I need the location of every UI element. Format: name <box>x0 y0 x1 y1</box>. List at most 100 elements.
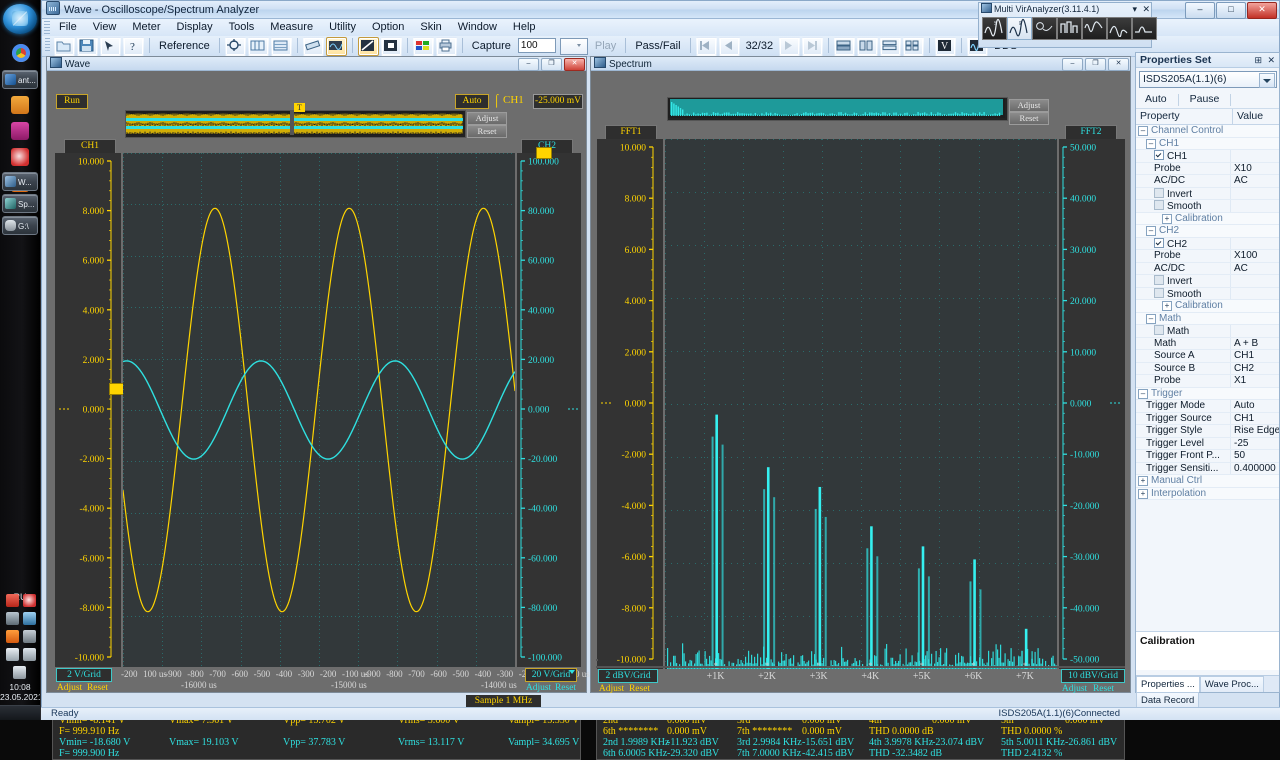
properties-close-icon[interactable]: ✕ <box>1267 53 1275 68</box>
checkbox[interactable] <box>1154 275 1164 285</box>
taskbar-item-drive[interactable]: G:\ <box>2 216 38 235</box>
property-value[interactable]: AC <box>1231 175 1279 187</box>
id-magenta-icon[interactable] <box>11 122 29 140</box>
menu-window[interactable]: Window <box>450 19 505 36</box>
spectrum-reset-button[interactable]: Reset <box>1009 112 1049 125</box>
property-value[interactable]: -25 <box>1231 438 1279 450</box>
auto-button[interactable]: Auto <box>1136 91 1176 108</box>
ch1-scale-value[interactable]: 2 V/Grid <box>56 668 112 682</box>
checkbox[interactable] <box>1154 188 1164 198</box>
ch1-reset-button[interactable]: Reset <box>85 682 110 694</box>
tree-toggle-icon[interactable]: + <box>1138 489 1148 499</box>
fft1-header[interactable]: FFT1 <box>605 125 657 140</box>
property-value[interactable] <box>1231 288 1279 300</box>
property-row[interactable]: AC/DC AC <box>1136 263 1279 276</box>
property-value[interactable] <box>1230 300 1279 312</box>
tray-net-icon[interactable] <box>6 612 19 625</box>
trigger-icon[interactable] <box>225 37 246 56</box>
tray-flag-icon[interactable] <box>6 648 19 661</box>
print-icon[interactable] <box>436 37 457 56</box>
property-value[interactable]: X100 <box>1231 250 1279 262</box>
trigger-level-value[interactable]: -25.000 mV <box>533 94 583 109</box>
layout-grid-icon[interactable] <box>903 37 924 56</box>
wave-icon[interactable] <box>1082 17 1107 40</box>
checkbox[interactable] <box>1154 238 1164 248</box>
property-value[interactable] <box>1230 313 1279 325</box>
spectrum-s-icon[interactable]: S <box>982 17 1007 40</box>
start-button[interactable] <box>3 4 37 34</box>
fft1-adjust-button[interactable]: Adjust <box>598 683 625 695</box>
open-file-icon[interactable] <box>54 37 75 56</box>
device-selector[interactable]: ISDS205A(1.1)(6) <box>1139 71 1277 88</box>
property-value[interactable] <box>1230 138 1279 150</box>
folder-orange-icon[interactable] <box>11 96 29 114</box>
menu-view[interactable]: View <box>85 19 125 36</box>
property-value[interactable]: AC <box>1231 263 1279 275</box>
wave-panel-titlebar[interactable]: Wave – ❐ ✕ <box>47 57 586 71</box>
auto-button[interactable]: Auto <box>455 94 489 109</box>
fft2-header[interactable]: FFT2 <box>1065 125 1117 140</box>
spectrum-maximize-button[interactable]: ❐ <box>1085 58 1106 71</box>
passfail-label[interactable]: Pass/Fail <box>630 36 685 56</box>
fft2-reset-button[interactable]: Reset <box>1091 683 1116 695</box>
property-row[interactable]: – Trigger <box>1136 388 1279 401</box>
tree-toggle-icon[interactable]: – <box>1146 226 1156 236</box>
ch2-scale-dropdown-icon[interactable] <box>569 670 575 674</box>
property-value[interactable]: 0.400000 <box>1231 463 1279 475</box>
menu-measure[interactable]: Measure <box>262 19 321 36</box>
taskbar-item-ant[interactable]: ant... <box>2 70 38 89</box>
property-row[interactable]: Trigger Sensiti... 0.400000 <box>1136 463 1279 476</box>
property-row[interactable]: CH1 <box>1136 150 1279 163</box>
menu-utility[interactable]: Utility <box>321 19 364 36</box>
fft1-scale-value[interactable]: 2 dBV/Grid <box>598 669 658 683</box>
tree-toggle-icon[interactable]: – <box>1138 126 1148 136</box>
property-row[interactable]: – Channel Control <box>1136 125 1279 138</box>
fft2-adjust-button[interactable]: Adjust <box>1061 683 1088 695</box>
tray-volume-icon[interactable] <box>13 666 26 679</box>
line-style-icon[interactable] <box>358 37 379 56</box>
wave-overview-strip[interactable] <box>125 110 466 138</box>
property-value[interactable]: 50 <box>1231 450 1279 462</box>
checkbox[interactable] <box>1154 150 1164 160</box>
property-row[interactable]: Smooth <box>1136 288 1279 301</box>
property-row[interactable]: Probe X10 <box>1136 163 1279 176</box>
c-red-icon[interactable] <box>11 148 29 166</box>
property-row[interactable]: Trigger Mode Auto <box>1136 400 1279 413</box>
ch2-reset-button[interactable]: Reset <box>553 682 578 694</box>
help-icon[interactable]: ? <box>123 37 144 56</box>
last-frame-icon[interactable] <box>802 37 823 56</box>
property-value[interactable] <box>1231 188 1279 200</box>
checkbox[interactable] <box>1154 325 1164 335</box>
property-row[interactable]: Math <box>1136 325 1279 338</box>
property-row[interactable]: – CH2 <box>1136 225 1279 238</box>
persistence-icon[interactable] <box>326 37 347 56</box>
property-value[interactable] <box>1231 325 1279 337</box>
close-button[interactable]: ✕ <box>1247 2 1277 19</box>
property-row[interactable]: + Calibration <box>1136 213 1279 226</box>
property-value[interactable]: A + B <box>1231 338 1279 350</box>
property-value[interactable] <box>1230 488 1279 500</box>
property-row[interactable]: Probe X100 <box>1136 250 1279 263</box>
save-icon[interactable] <box>77 37 98 56</box>
noise-icon[interactable] <box>1107 17 1132 40</box>
capture-dropdown[interactable] <box>560 38 588 55</box>
taskbar-clock[interactable]: 10:08 23.05.2021 <box>0 682 40 702</box>
tree-toggle-icon[interactable]: – <box>1138 389 1148 399</box>
run-button[interactable]: Run <box>56 94 88 109</box>
spectrum-p-icon[interactable]: P <box>1007 17 1032 40</box>
property-row[interactable]: Trigger Source CH1 <box>1136 413 1279 426</box>
columns-icon[interactable] <box>248 37 269 56</box>
checkbox[interactable] <box>1154 288 1164 298</box>
property-value[interactable] <box>1230 388 1279 400</box>
mva-dropdown-icon[interactable]: ▾ <box>1132 3 1137 15</box>
property-row[interactable]: Trigger Front P... 50 <box>1136 450 1279 463</box>
ch1-adjust-button[interactable]: Adjust <box>56 682 83 694</box>
pointer-icon[interactable] <box>100 37 121 56</box>
mva-close-icon[interactable]: ✕ <box>1142 3 1150 15</box>
layout-rows-icon[interactable] <box>880 37 901 56</box>
property-row[interactable]: Math A + B <box>1136 338 1279 351</box>
chrome-icon[interactable] <box>12 44 30 62</box>
property-row[interactable]: Probe X1 <box>1136 375 1279 388</box>
tree-toggle-icon[interactable]: + <box>1162 301 1172 311</box>
fft2-scale-value[interactable]: 10 dBV/Grid <box>1061 669 1125 683</box>
